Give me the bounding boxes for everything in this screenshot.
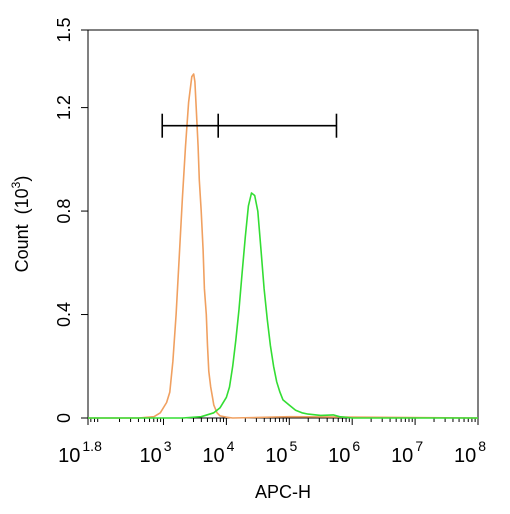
y-tick-label: 0: [54, 413, 74, 423]
series-line-2: [88, 192, 478, 419]
x-tick-exp: 1.8: [82, 438, 102, 454]
y-tick-label: 0.8: [54, 199, 74, 224]
svg-text:Count (103): Count (103): [9, 176, 32, 273]
x-tick-label: 10 7: [391, 438, 423, 467]
x-tick-label: 10 5: [265, 438, 297, 467]
axis-ticks: [81, 29, 479, 425]
y-axis-unit-base: 10: [12, 188, 32, 208]
y-axis-label: Count (103): [9, 176, 32, 273]
x-tick-label: 10 1.8: [58, 438, 102, 467]
x-tick-label: 10 6: [328, 438, 360, 467]
x-tick-base: 10: [265, 445, 287, 467]
x-tick-label: 10 4: [202, 438, 234, 467]
x-tick-label: 10 8: [454, 438, 486, 467]
x-tick-exp: 4: [227, 438, 235, 454]
y-tick-label: 0.4: [54, 302, 74, 327]
series-lines: [88, 73, 479, 419]
x-tick-base: 10: [391, 445, 413, 467]
x-tick-base: 10: [139, 445, 161, 467]
plot-frame: [87, 29, 479, 419]
x-tick-label: 10 3: [139, 438, 171, 467]
marker-bar: [161, 113, 338, 138]
x-tick-exp: 8: [478, 438, 486, 454]
x-axis-label: APC-H: [255, 482, 311, 502]
x-tick-exp: 7: [415, 438, 423, 454]
x-tick-base: 10: [202, 445, 224, 467]
x-tick-exp: 3: [164, 438, 172, 454]
y-tick-label: 1.2: [54, 95, 74, 120]
y-tick-labels: 0 0.4 0.8 1.2 1.5: [54, 17, 74, 423]
x-tick-base: 10: [454, 445, 476, 467]
y-tick-label: 1.5: [54, 17, 74, 42]
y-axis-unit-exp: 3: [9, 181, 23, 188]
x-tick-exp: 6: [352, 438, 360, 454]
x-tick-base: 10: [58, 445, 80, 467]
x-tick-exp: 5: [290, 438, 298, 454]
y-axis-label-text: Count: [12, 224, 32, 272]
x-tick-base: 10: [328, 445, 350, 467]
x-tick-labels: 10 1.8 10 3 10 4 10 5 10 6 10 7 10 8: [58, 438, 486, 467]
